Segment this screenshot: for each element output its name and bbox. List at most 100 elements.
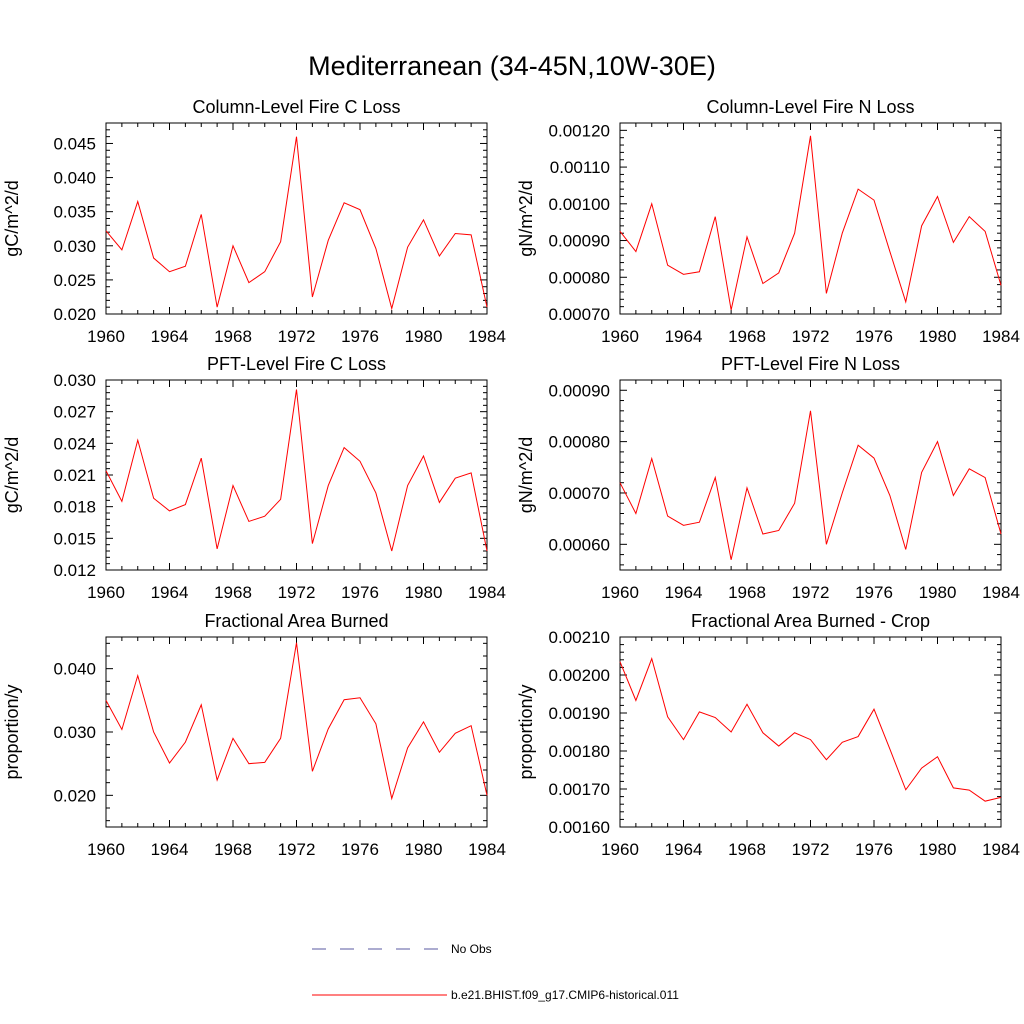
series-line-1 (105, 389, 488, 552)
x-tick-label: 1976 (341, 327, 379, 346)
x-tick-label: 1972 (278, 583, 316, 602)
y-tick-label: 0.027 (53, 403, 96, 422)
y-tick-label: 0.015 (53, 529, 96, 548)
series-line-1 (619, 135, 1002, 311)
y-tick-label: 0.040 (53, 169, 96, 188)
x-tick-label: 1976 (855, 840, 893, 859)
legend-label-model: b.e21.BHIST.f09_g17.CMIP6-historical.011 (451, 988, 679, 1002)
x-tick-label: 1980 (405, 583, 443, 602)
x-tick-label: 1968 (214, 583, 252, 602)
x-tick-label: 1980 (919, 840, 957, 859)
panel-title: Column-Level Fire N Loss (706, 97, 914, 117)
x-tick-label: 1960 (601, 327, 639, 346)
y-tick-label: 0.030 (53, 237, 96, 256)
series-line-1 (619, 410, 1002, 560)
y-tick-label: 0.00160 (549, 818, 610, 837)
panel-title: PFT-Level Fire C Loss (207, 354, 386, 374)
x-tick-label: 1984 (468, 583, 506, 602)
y-tick-label: 0.018 (53, 498, 96, 517)
x-tick-label: 1980 (919, 327, 957, 346)
x-tick-label: 1960 (87, 583, 125, 602)
x-tick-label: 1960 (87, 840, 125, 859)
plot-frame (619, 122, 1002, 315)
x-tick-label: 1984 (468, 840, 506, 859)
x-tick-label: 1976 (855, 583, 893, 602)
y-tick-label: 0.025 (53, 271, 96, 290)
y-tick-label: 0.030 (53, 371, 96, 390)
x-tick-label: 1964 (151, 327, 189, 346)
x-tick-label: 1976 (341, 840, 379, 859)
y-axis-label: gN/m^2/d (516, 437, 536, 513)
chart-panel-2: 1960 1964 1968 1972 1976 1980 1984 0.00070 0.000… (516, 97, 1020, 346)
x-tick-label: 1964 (665, 327, 703, 346)
y-tick-label: 0.00190 (549, 704, 610, 723)
chart-panel-5: 1960 1964 1968 1972 1976 1980 1984 0.020 0.030 0.… (2, 611, 506, 859)
y-tick-label: 0.00060 (549, 535, 610, 554)
y-axis-label: proportion/y (2, 684, 22, 779)
series-line-1 (105, 136, 488, 311)
y-tick-label: 0.00080 (549, 268, 610, 287)
x-tick-label: 1968 (728, 583, 766, 602)
chart-panel-4: 1960 1964 1968 1972 1976 1980 1984 0.00060 0.000… (516, 354, 1020, 602)
panel-title: Fractional Area Burned (204, 611, 388, 631)
legend: No Obs b.e21.BHIST.f09_g17.CMIP6-histori… (312, 942, 679, 1002)
x-tick-label: 1960 (87, 327, 125, 346)
x-tick-label: 1976 (341, 583, 379, 602)
x-tick-label: 1968 (728, 840, 766, 859)
y-tick-label: 0.024 (53, 434, 96, 453)
x-tick-label: 1968 (728, 327, 766, 346)
plot-frame (105, 122, 488, 315)
y-tick-label: 0.00100 (549, 195, 610, 214)
y-tick-label: 0.035 (53, 203, 96, 222)
x-tick-label: 1972 (792, 327, 830, 346)
y-tick-label: 0.020 (53, 786, 96, 805)
plot-frame (619, 636, 1002, 828)
x-tick-label: 1984 (982, 327, 1020, 346)
x-tick-label: 1980 (919, 583, 957, 602)
y-tick-label: 0.00070 (549, 305, 610, 324)
y-tick-label: 0.00080 (549, 433, 610, 452)
y-tick-label: 0.00170 (549, 780, 610, 799)
x-tick-label: 1964 (665, 583, 703, 602)
x-tick-label: 1972 (278, 840, 316, 859)
x-tick-label: 1972 (792, 840, 830, 859)
x-tick-label: 1960 (601, 583, 639, 602)
y-tick-label: 0.012 (53, 561, 96, 580)
series-line-1 (105, 642, 488, 801)
y-axis-label: gC/m^2/d (2, 180, 22, 256)
x-tick-label: 1984 (982, 840, 1020, 859)
legend-label-no-obs: No Obs (451, 942, 492, 956)
x-tick-label: 1980 (405, 327, 443, 346)
y-tick-label: 0.00110 (550, 158, 610, 177)
x-tick-label: 1968 (214, 327, 252, 346)
y-tick-label: 0.00180 (549, 742, 610, 761)
y-tick-label: 0.00090 (549, 232, 610, 251)
y-axis-label: proportion/y (516, 684, 536, 779)
figure-title: Mediterranean (34-45N,10W-30E) (308, 51, 716, 81)
y-tick-label: 0.030 (53, 723, 96, 742)
y-tick-label: 0.00090 (549, 381, 610, 400)
chart-panel-6: 1960 1964 1968 1972 1976 1980 1984 0.00160 0.001… (516, 611, 1020, 859)
chart-panel-1: 1960 1964 1968 1972 1976 1980 1984 0.020 0.025 0.… (2, 97, 506, 346)
y-tick-label: 0.020 (53, 305, 96, 324)
x-tick-label: 1976 (855, 327, 893, 346)
x-tick-label: 1980 (405, 840, 443, 859)
y-axis-label: gC/m^2/d (2, 437, 22, 513)
panel-title: Column-Level Fire C Loss (192, 97, 400, 117)
x-tick-label: 1984 (468, 327, 506, 346)
chart-panel-3: 1960 1964 1968 1972 1976 1980 1984 0.012 0.015 0.… (2, 354, 506, 602)
panel-title: Fractional Area Burned - Crop (691, 611, 930, 631)
x-tick-label: 1960 (601, 840, 639, 859)
x-tick-label: 1968 (214, 840, 252, 859)
y-tick-label: 0.021 (53, 466, 96, 485)
plot-frame (105, 636, 488, 828)
y-axis-label: gN/m^2/d (516, 180, 536, 256)
y-tick-label: 0.00120 (549, 121, 610, 140)
x-tick-label: 1972 (792, 583, 830, 602)
y-tick-label: 0.040 (53, 660, 96, 679)
x-tick-label: 1984 (982, 583, 1020, 602)
x-tick-label: 1964 (665, 840, 703, 859)
panels: 1960 1964 1968 1972 1976 1980 1984 0.020 0.025 0.… (2, 97, 1020, 859)
panel-title: PFT-Level Fire N Loss (721, 354, 900, 374)
